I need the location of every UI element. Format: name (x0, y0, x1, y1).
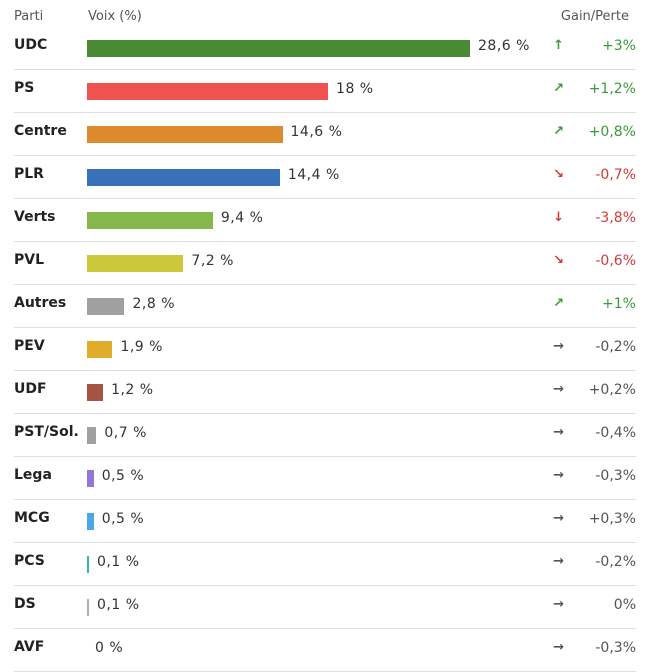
vote-bar (87, 298, 125, 315)
arrow-right-icon: → (553, 597, 564, 612)
table-row: DS 0,1 % → 0% (14, 586, 636, 629)
gain-loss-value: -0,2% (595, 339, 636, 355)
vote-percent-label: 1,2 % (111, 382, 154, 398)
arrow-up-right-icon: ↗ (553, 296, 564, 311)
party-name: PEV (14, 338, 45, 354)
party-name: PLR (14, 166, 44, 182)
party-name: UDF (14, 381, 47, 397)
arrow-down-right-icon: ↘ (553, 253, 564, 268)
arrow-up-right-icon: ↗ (553, 81, 564, 96)
table-row: Lega 0,5 % → -0,3% (14, 457, 636, 500)
vote-bar (87, 212, 213, 229)
party-name: Verts (14, 209, 56, 225)
vote-bar (87, 384, 104, 401)
arrow-right-icon: → (553, 640, 564, 655)
table-row: PCS 0,1 % → -0,2% (14, 543, 636, 586)
vote-percent-label: 0,5 % (101, 468, 145, 484)
party-name: Lega (14, 467, 52, 483)
vote-bar (87, 513, 94, 530)
gain-loss-value: -0,4% (595, 425, 636, 441)
gain-loss-value: -0,3% (595, 640, 636, 656)
party-column-header: Parti (14, 9, 44, 24)
arrow-right-icon: → (553, 511, 564, 526)
table-row: PEV 1,9 % → -0,2% (14, 328, 636, 371)
arrow-down-icon: ↓ (553, 210, 564, 225)
vote-bar (87, 470, 94, 487)
vote-bar (87, 427, 97, 444)
arrow-right-icon: → (553, 554, 564, 569)
vote-percent-label: 0,5 % (101, 511, 145, 527)
gain-loss-value: +1,2% (588, 81, 636, 97)
table-row: PLR 14,4 % ↘ -0,7% (14, 156, 636, 199)
arrow-up-icon: ↑ (553, 38, 564, 53)
gain-loss-value: +0,8% (588, 124, 636, 140)
gain-loss-value: +1% (602, 296, 636, 312)
gain-loss-value: 0% (613, 597, 636, 613)
party-name: PS (14, 80, 35, 96)
vote-bar (87, 40, 470, 57)
arrow-right-icon: → (553, 425, 564, 440)
gain-column-header: Gain/Perte (560, 9, 629, 24)
gain-loss-value: +3% (602, 38, 636, 54)
vote-percent-label: 18 % (336, 81, 374, 97)
vote-percent-label: 7,2 % (191, 253, 234, 269)
arrow-right-icon: → (553, 468, 564, 483)
vote-percent-label: 14,4 % (287, 167, 340, 183)
results-chart: UDC 28,6 % ↑ +3% PS 18 % ↗ +1,2% Centre 14,6 % ↗ +0… (0, 27, 650, 672)
arrow-up-right-icon: ↗ (553, 124, 564, 139)
table-row: PST/Sol. 0,7 % → -0,4% (14, 414, 636, 457)
vote-bar (87, 599, 89, 616)
table-row: UDC 28,6 % ↑ +3% (14, 27, 636, 70)
table-header: Parti Voix (%) Gain/Perte (0, 0, 650, 27)
table-row: AVF 0 % → -0,3% (14, 629, 636, 672)
vote-percent-label: 0,1 % (97, 554, 140, 570)
gain-loss-value: -0,3% (595, 468, 636, 484)
vote-percent-label: 1,9 % (120, 339, 163, 355)
table-row: PS 18 % ↗ +1,2% (14, 70, 636, 113)
vote-percent-label: 0,1 % (97, 597, 140, 613)
table-row: Centre 14,6 % ↗ +0,8% (14, 113, 636, 156)
arrow-right-icon: → (553, 382, 564, 397)
vote-percent-label: 2,8 % (132, 296, 176, 312)
vote-percent-label: 0,7 % (104, 425, 147, 441)
party-name: MCG (14, 510, 50, 526)
table-row: PVL 7,2 % ↘ -0,6% (14, 242, 636, 285)
party-name: PST/Sol. (14, 424, 79, 440)
gain-loss-value: -0,6% (595, 253, 636, 269)
vote-bar (87, 126, 283, 143)
vote-percent-label: 9,4 % (220, 210, 264, 226)
vote-bar (87, 83, 329, 100)
vote-bar (87, 341, 113, 358)
table-row: Autres 2,8 % ↗ +1% (14, 285, 636, 328)
party-name: AVF (14, 639, 45, 655)
vote-bar (87, 556, 89, 573)
party-name: Centre (14, 123, 67, 139)
party-name: PVL (14, 252, 45, 268)
party-name: PCS (14, 553, 45, 569)
vote-percent-label: 28,6 % (478, 38, 530, 54)
vote-bar (87, 255, 184, 272)
vote-bar (87, 169, 280, 186)
arrow-down-right-icon: ↘ (553, 167, 564, 182)
party-name: DS (14, 596, 36, 612)
vote-percent-label: 14,6 % (290, 124, 343, 140)
gain-loss-value: -0,7% (595, 167, 636, 183)
gain-loss-value: +0,2% (588, 382, 636, 398)
table-row: Verts 9,4 % ↓ -3,8% (14, 199, 636, 242)
party-name: Autres (14, 295, 67, 311)
votes-column-header: Voix (%) (88, 9, 142, 24)
table-row: MCG 0,5 % → +0,3% (14, 500, 636, 543)
gain-loss-value: -3,8% (595, 210, 636, 226)
table-row: UDF 1,2 % → +0,2% (14, 371, 636, 414)
arrow-right-icon: → (553, 339, 564, 354)
gain-loss-value: +0,3% (588, 511, 636, 527)
gain-loss-value: -0,2% (595, 554, 636, 570)
vote-percent-label: 0 % (95, 640, 124, 656)
party-name: UDC (14, 37, 48, 53)
